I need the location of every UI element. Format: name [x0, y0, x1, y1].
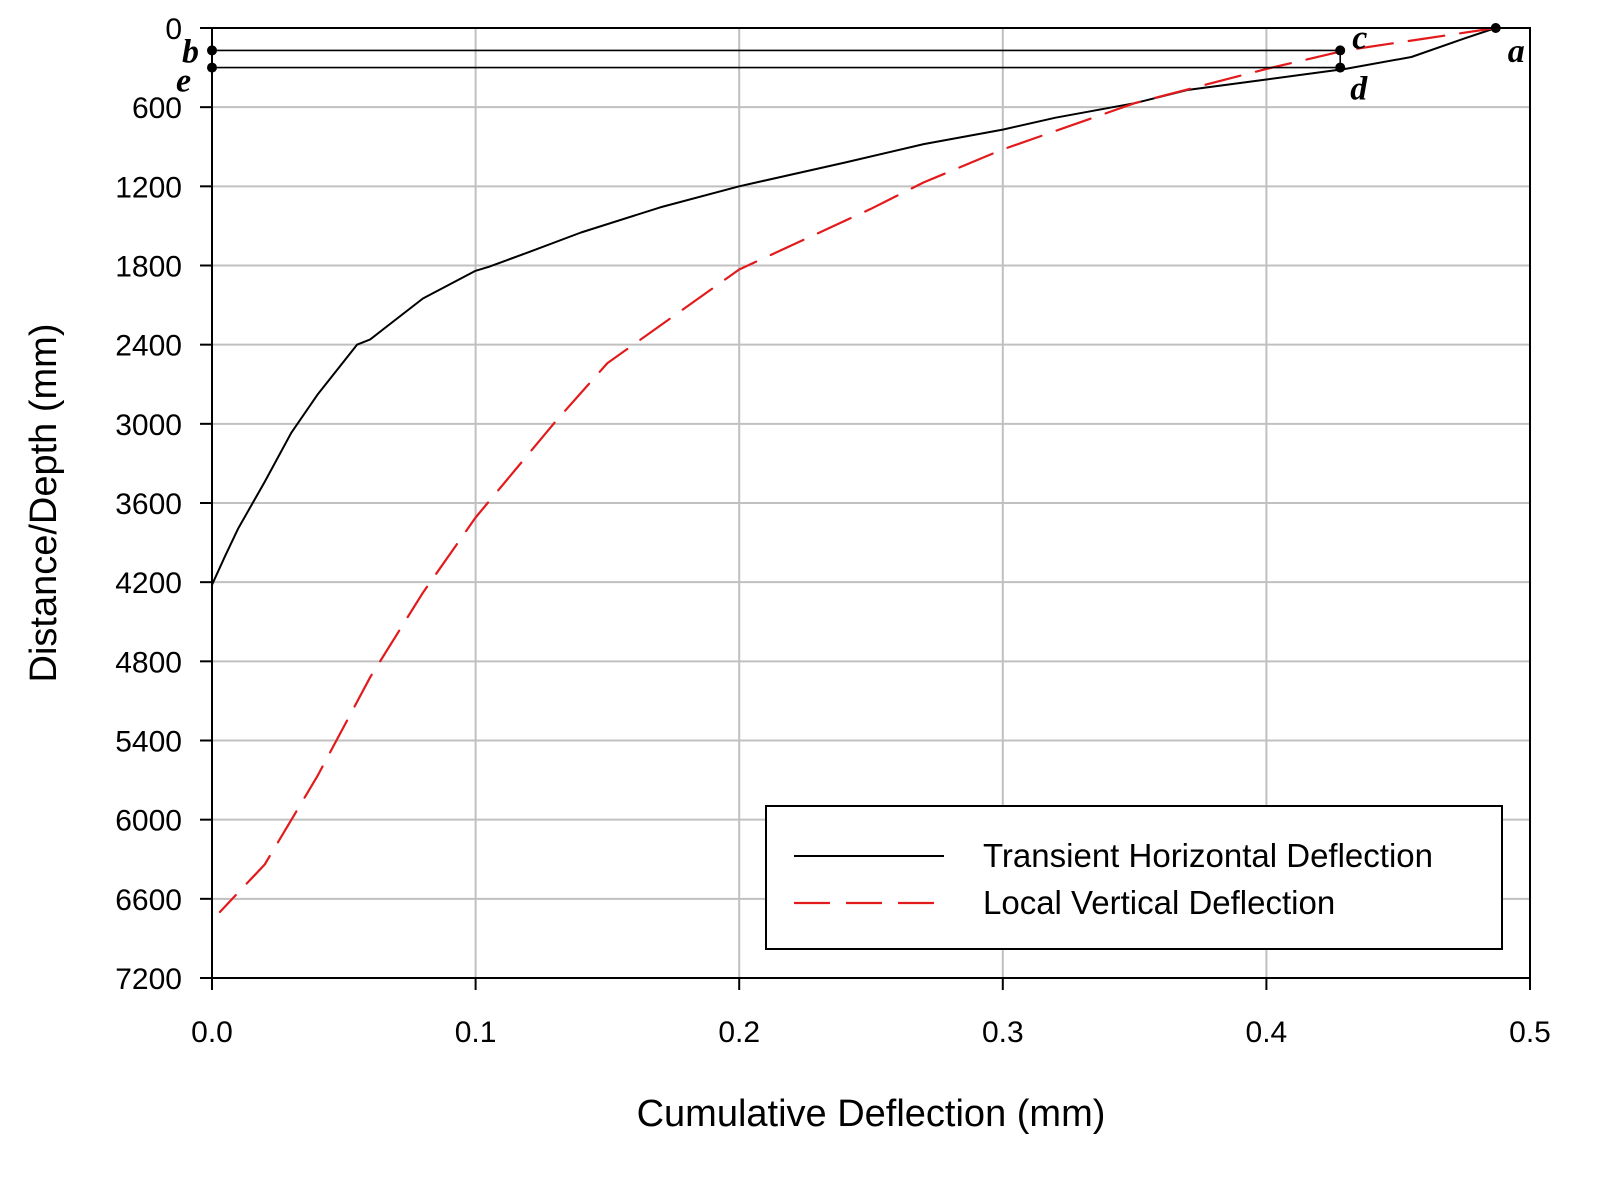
x-tick-label: 0.2 [718, 1016, 760, 1049]
x-tick-label: 0.4 [1246, 1016, 1288, 1049]
y-tick-label: 600 [132, 92, 182, 125]
legend: Transient Horizontal Deflection Local Ve… [765, 805, 1503, 950]
y-tick-label: 0 [165, 13, 182, 46]
x-axis-title: Cumulative Deflection (mm) [637, 1093, 1106, 1135]
point-label-a: a [1508, 33, 1525, 70]
y-tick-label: 6000 [115, 805, 182, 838]
y-axis-title: Distance/Depth (mm) [23, 324, 65, 683]
legend-label-transient: Transient Horizontal Deflection [983, 837, 1433, 874]
point-label-b: b [182, 33, 199, 70]
y-tick-label: 1800 [115, 251, 182, 284]
series-line-transient-horizontal [211, 27, 1497, 586]
y-tick-label: 4800 [115, 646, 182, 679]
point-label-c: c [1352, 19, 1367, 56]
y-tick-label: 4200 [115, 567, 182, 600]
point-marker-d [1335, 62, 1346, 73]
x-tick-label: 0.1 [455, 1016, 497, 1049]
y-tick-label: 1200 [115, 171, 182, 204]
legend-box [765, 805, 1503, 950]
y-tick-label: 7200 [115, 963, 182, 996]
x-tick-label: 0.3 [982, 1016, 1024, 1049]
axis-ticks: 0.0 0.1 0.2 0.3 0.4 0.5 0 600 1200 1800 2400 3000 36… [115, 13, 1551, 1049]
y-tick-label: 5400 [115, 726, 182, 759]
y-tick-label: 6600 [115, 884, 182, 917]
series-lines [211, 26, 1497, 914]
x-tick-label: 0.5 [1509, 1016, 1551, 1049]
y-tick-label: 3000 [115, 409, 182, 442]
legend-label-local-vertical: Local Vertical Deflection [983, 884, 1335, 921]
point-label-d: d [1350, 71, 1368, 108]
y-tick-label: 3600 [115, 488, 182, 521]
y-tick-label: 2400 [115, 330, 182, 363]
series-line-local-vertical [218, 26, 1497, 914]
point-marker-c [1335, 45, 1346, 56]
x-tick-label: 0.0 [191, 1016, 233, 1049]
point-label-e: e [176, 63, 191, 100]
